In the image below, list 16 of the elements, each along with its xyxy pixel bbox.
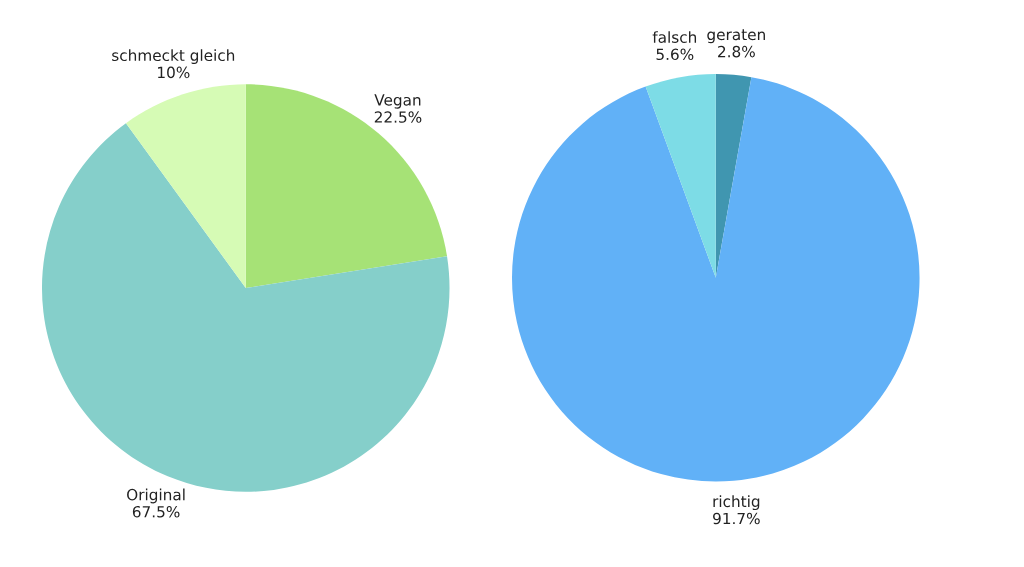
data-label: 5.6% bbox=[656, 48, 694, 61]
slice-label: Vegan bbox=[374, 94, 421, 109]
slice-label: geraten bbox=[707, 29, 765, 44]
data-label: 67.5% bbox=[132, 505, 180, 518]
data-label: 2.8% bbox=[718, 45, 755, 58]
pie-slice bbox=[245, 84, 448, 289]
pie-slice bbox=[512, 77, 920, 482]
slice-label: Original bbox=[127, 488, 185, 504]
pie-slice bbox=[645, 74, 716, 278]
slice-label: falsch bbox=[652, 31, 697, 43]
slice-label: richtig bbox=[713, 495, 760, 511]
data-label: 10% bbox=[158, 66, 190, 79]
slice-label: schmeckt gleich bbox=[112, 49, 235, 64]
data-label: 22.5% bbox=[374, 111, 422, 123]
pie-slice bbox=[125, 84, 246, 289]
data-label: 91.7% bbox=[713, 512, 760, 525]
